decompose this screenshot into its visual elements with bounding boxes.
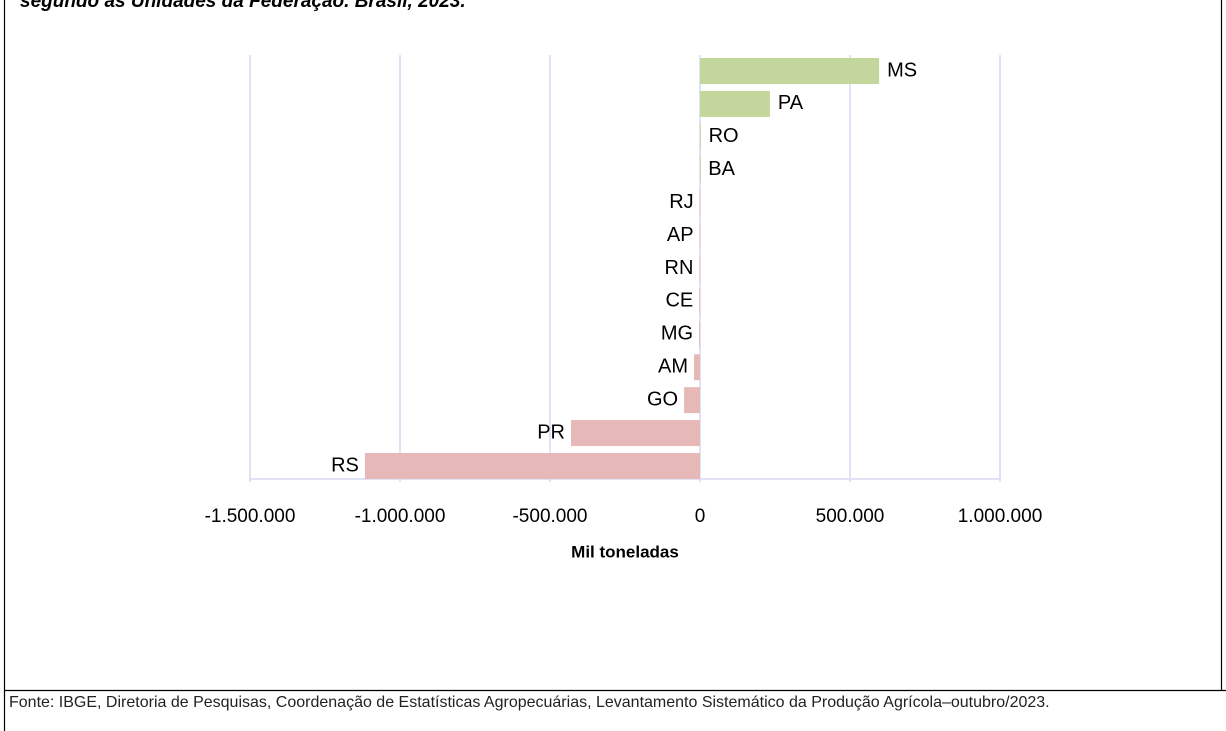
category-label: BA [708, 158, 735, 180]
chart-title: segundo as Unidades da Federação. Brasil… [20, 0, 466, 12]
x-axis-label: Mil toneladas [571, 542, 679, 561]
bar [700, 58, 880, 84]
category-label: MS [887, 59, 917, 81]
category-label: AM [658, 356, 688, 378]
category-label: RN [665, 257, 694, 279]
category-label: CE [665, 290, 693, 312]
x-tick-label: -500.000 [512, 506, 587, 527]
x-tick-label: -1.500.000 [205, 506, 296, 527]
category-label: RO [709, 125, 739, 147]
bar [699, 189, 701, 216]
bar [699, 222, 701, 249]
bar [700, 156, 701, 183]
bar [700, 123, 701, 150]
x-tick-label: 500.000 [816, 506, 885, 527]
category-label: PA [778, 92, 804, 114]
category-label: AP [667, 224, 694, 246]
category-label: GO [647, 388, 678, 410]
x-tick-label: 1.000.000 [958, 506, 1043, 527]
bar [699, 288, 701, 315]
bar [364, 453, 700, 479]
category-label: RS [331, 454, 359, 476]
x-tick-label: 0 [695, 506, 706, 527]
x-tick-label: -1.000.000 [355, 506, 446, 527]
category-label: MG [661, 323, 693, 345]
category-label: RJ [669, 191, 693, 213]
source-note: Fonte: IBGE, Diretoria de Pesquisas, Coo… [9, 694, 1050, 711]
bar [700, 90, 770, 117]
bar [699, 255, 701, 282]
category-label: PR [537, 421, 565, 443]
bar [694, 354, 700, 381]
bar [699, 321, 700, 348]
bar [571, 420, 700, 447]
bar [684, 387, 700, 414]
